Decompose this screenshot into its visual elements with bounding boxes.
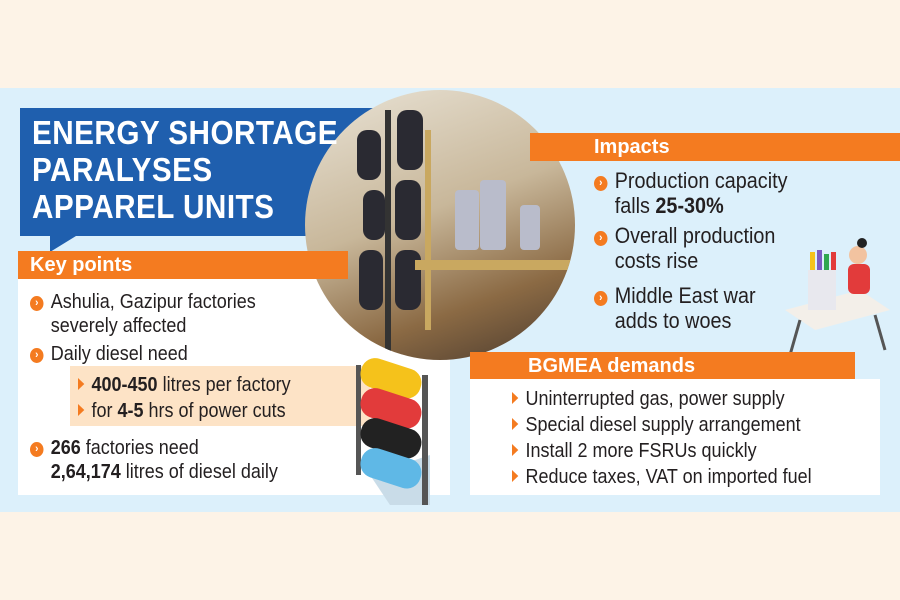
impact-item: › Overall production costs rise <box>594 223 775 273</box>
triangle-right-icon <box>78 404 85 416</box>
impact-item: › Middle East war adds to woes <box>594 283 756 333</box>
bgmea-list: Uninterrupted gas, power supply Special … <box>512 386 812 490</box>
bgmea-panel <box>470 379 880 495</box>
text: Production capacity <box>614 168 788 193</box>
bgmea-demands-heading: BGMEA demands <box>470 352 855 379</box>
text: hrs of power cuts <box>143 400 286 422</box>
key-point-item: › Daily diesel need <box>30 342 188 366</box>
sewing-worker-illustration <box>785 238 890 356</box>
text: severely affected <box>50 315 187 337</box>
triangle-right-icon <box>78 378 85 390</box>
triangle-right-icon <box>512 470 519 482</box>
title-line: APPAREL UNITS <box>32 188 275 225</box>
text: Install 2 more FSRUs quickly <box>525 440 757 462</box>
text: falls <box>614 193 656 218</box>
text: Overall production <box>614 223 776 248</box>
diesel-sub-item: 400-450 litres per factory <box>78 373 291 397</box>
key-point-item: › 266 factories need 2,64,174 litres of d… <box>30 436 278 484</box>
text: 25-30% <box>655 193 724 218</box>
bgmea-item: Install 2 more FSRUs quickly <box>512 438 812 464</box>
text: adds to woes <box>614 308 732 333</box>
bgmea-item: Reduce taxes, VAT on imported fuel <box>512 464 812 490</box>
bgmea-item: Uninterrupted gas, power supply <box>512 386 812 412</box>
text: 2,64,174 <box>50 461 121 483</box>
chevron-right-icon: › <box>594 176 608 191</box>
text: Daily diesel need <box>50 343 188 365</box>
title-line: PARALYSES <box>32 151 213 188</box>
text: costs rise <box>614 248 699 273</box>
impact-item: › Production capacity falls 25-30% <box>594 168 788 218</box>
text: 400-450 <box>91 374 158 396</box>
triangle-right-icon <box>512 444 519 456</box>
text: Special diesel supply arrangement <box>525 414 801 436</box>
key-point-item: › Ashulia, Gazipur factories severely aff… <box>30 290 256 338</box>
diesel-sub-item: for 4-5 hrs of power cuts <box>78 399 286 423</box>
page-title: ENERGY SHORTAGE PARALYSES APPAREL UNITS <box>32 114 338 225</box>
text: Ashulia, Gazipur factories <box>50 291 256 313</box>
text: factories need <box>80 437 199 459</box>
text: litres per factory <box>157 374 291 396</box>
text: 266 <box>50 437 81 459</box>
fabric-rolls-illustration <box>356 358 430 505</box>
key-points-heading: Key points <box>18 251 348 279</box>
diesel-detail-box <box>70 366 370 426</box>
triangle-right-icon <box>512 418 519 430</box>
text: litres of diesel daily <box>120 461 278 483</box>
text: Reduce taxes, VAT on imported fuel <box>525 466 812 488</box>
chevron-right-icon: › <box>594 231 608 246</box>
triangle-right-icon <box>512 392 519 404</box>
text: Middle East war <box>614 283 756 308</box>
chevron-right-icon: › <box>30 442 44 457</box>
text: 4-5 <box>117 400 144 422</box>
factory-thread-photo <box>305 90 575 360</box>
chevron-right-icon: › <box>30 296 44 311</box>
title-tail <box>50 236 76 252</box>
impacts-heading: Impacts <box>530 133 900 161</box>
chevron-right-icon: › <box>594 291 608 306</box>
bgmea-item: Special diesel supply arrangement <box>512 412 812 438</box>
text: for <box>91 400 118 422</box>
chevron-right-icon: › <box>30 348 44 363</box>
text: Uninterrupted gas, power supply <box>525 388 785 410</box>
title-line: ENERGY SHORTAGE <box>32 114 338 151</box>
thread-spools-illustration <box>357 110 575 360</box>
